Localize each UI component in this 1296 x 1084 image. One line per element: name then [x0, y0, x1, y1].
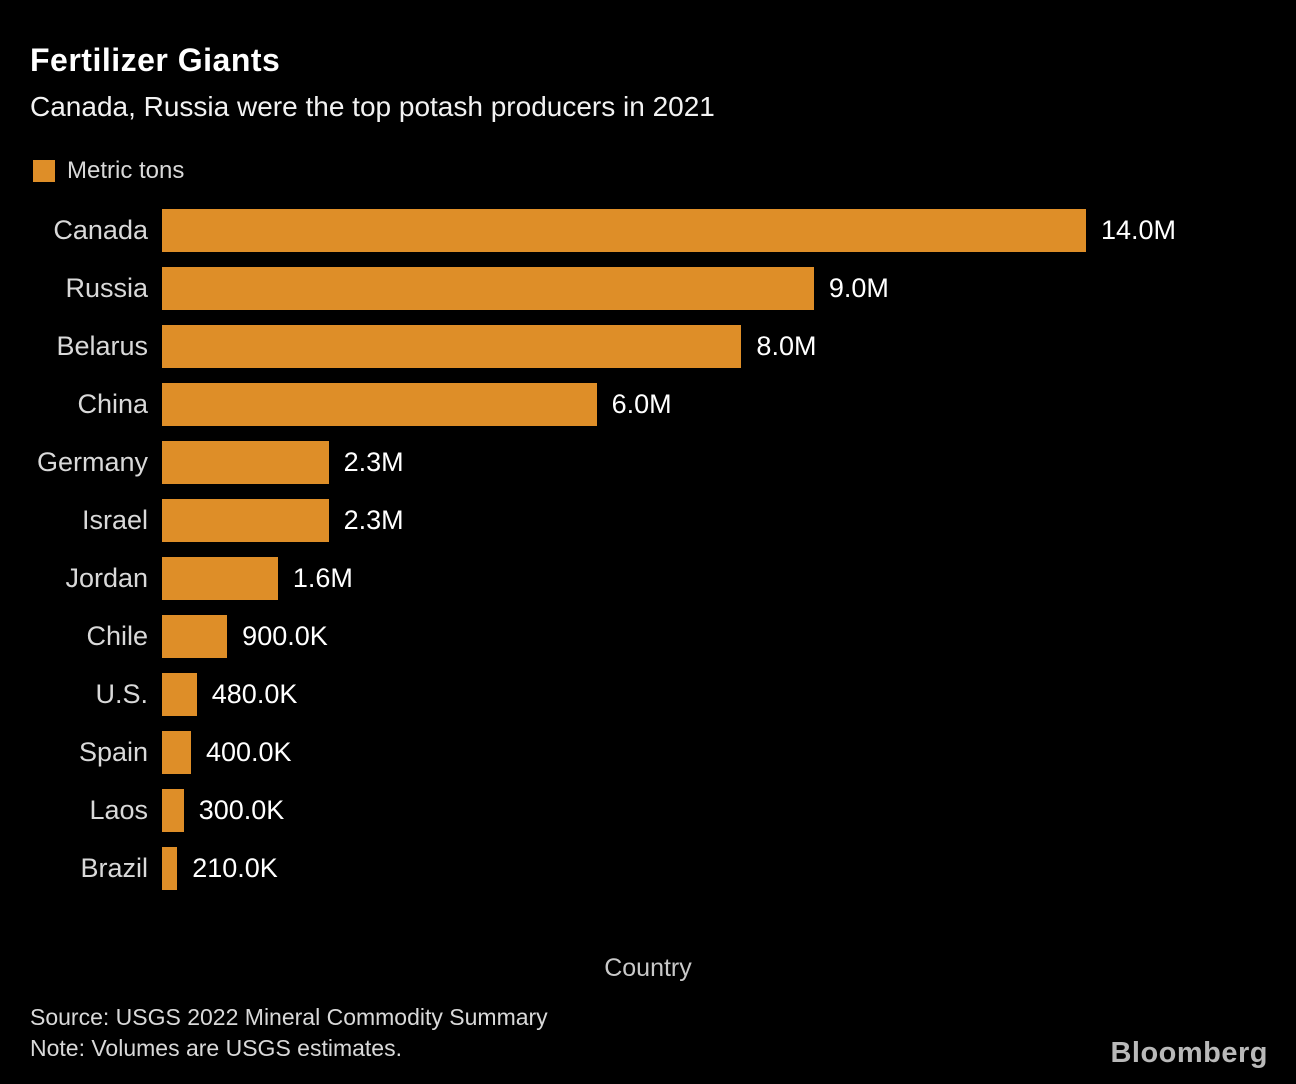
bar-track: 1.6M [162, 556, 1176, 600]
bar-track: 400.0K [162, 730, 1176, 774]
bar-track: 900.0K [162, 614, 1176, 658]
bar-track: 6.0M [162, 382, 1176, 426]
bar-track: 480.0K [162, 672, 1176, 716]
chart-row: China 6.0M [0, 375, 1296, 433]
chart-row: U.S. 480.0K [0, 665, 1296, 723]
value-label: 400.0K [205, 736, 292, 767]
source-text: Source: USGS 2022 Mineral Commodity Summ… [30, 1004, 548, 1030]
bar-track: 210.0K [162, 846, 1176, 890]
bar [162, 382, 597, 426]
bar [162, 556, 278, 600]
bar-track: 300.0K [162, 788, 1176, 832]
chart-subtitle: Canada, Russia were the top potash produ… [30, 91, 715, 122]
category-label: Jordan [65, 562, 148, 593]
value-label: 9.0M [828, 272, 889, 303]
chart-row: Canada 14.0M [0, 201, 1296, 259]
chart-row: Jordan 1.6M [0, 549, 1296, 607]
category-label: Canada [53, 214, 148, 245]
bar-track: 8.0M [162, 324, 1176, 368]
category-label: U.S. [95, 678, 148, 709]
bar [162, 846, 178, 890]
chart-row: Brazil 210.0K [0, 839, 1296, 897]
value-label: 300.0K [198, 794, 285, 825]
category-label: China [77, 388, 148, 419]
value-label: 480.0K [211, 678, 298, 709]
bar [162, 324, 742, 368]
chart-row: Russia 9.0M [0, 259, 1296, 317]
bar [162, 614, 228, 658]
category-label: Russia [65, 272, 148, 303]
category-label: Brazil [80, 852, 148, 883]
bar [162, 672, 197, 716]
x-axis-label: Country [604, 954, 692, 982]
bar-track: 2.3M [162, 440, 1176, 484]
chart-legend: Metric tons [33, 157, 1296, 185]
legend-swatch-icon [33, 160, 55, 182]
bar [162, 788, 184, 832]
note-text: Note: Volumes are USGS estimates. [30, 1035, 402, 1061]
value-label: 2.3M [343, 446, 404, 477]
bar [162, 498, 329, 542]
value-label: 14.0M [1100, 214, 1176, 245]
category-label: Israel [81, 504, 148, 535]
category-label: Spain [78, 736, 148, 767]
bar-chart: Canada 14.0M Russia 9.0M Belarus 8.0M China 6.0… [0, 201, 1296, 897]
bar [162, 730, 191, 774]
chart-header: Fertilizer Giants Canada, Russia were th… [0, 0, 1296, 123]
category-label: Laos [89, 794, 148, 825]
value-label: 2.3M [343, 504, 404, 535]
category-label: Germany [36, 446, 148, 477]
bar-track: 14.0M [162, 208, 1176, 252]
value-label: 900.0K [242, 620, 328, 651]
chart-row: Israel 2.3M [0, 491, 1296, 549]
bar [162, 266, 814, 310]
value-label: 8.0M [756, 330, 817, 361]
chart-row: Chile 900.0K [0, 607, 1296, 665]
bar-track: 9.0M [162, 266, 1176, 310]
legend-label: Metric tons [67, 157, 185, 184]
category-label: Chile [86, 620, 148, 651]
value-label: 1.6M [292, 562, 353, 593]
chart-row: Belarus 8.0M [0, 317, 1296, 375]
chart-row: Spain 400.0K [0, 723, 1296, 781]
chart-row: Laos 300.0K [0, 781, 1296, 839]
bloomberg-logo: Bloomberg [1110, 1037, 1268, 1069]
chart-title: Fertilizer Giants [30, 42, 281, 78]
category-label: Belarus [56, 330, 148, 361]
value-label: 210.0K [192, 852, 278, 883]
value-label: 6.0M [611, 388, 672, 419]
bar [162, 440, 329, 484]
bar [162, 208, 1086, 252]
chart-row: Germany 2.3M [0, 433, 1296, 491]
bar-track: 2.3M [162, 498, 1176, 542]
